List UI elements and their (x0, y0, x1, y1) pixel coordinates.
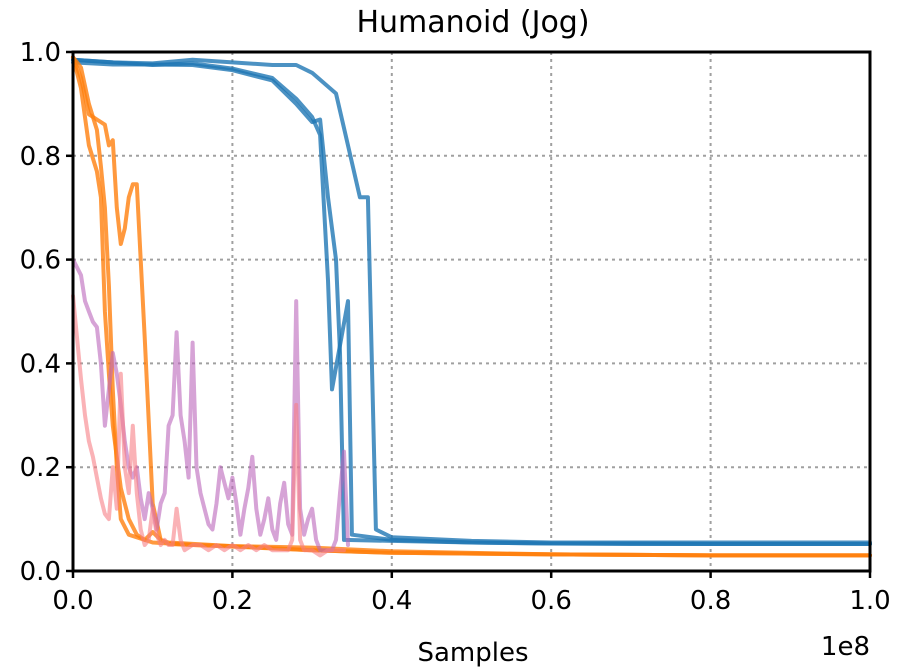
y-tick-label: 0.4 (20, 349, 61, 379)
series-line-2 (71, 60, 872, 546)
x-tick-label: 0.4 (371, 586, 412, 616)
x-tick-label: 0.0 (52, 586, 93, 616)
x-axis-offset-label: 1e8 (821, 632, 870, 662)
series-line-3 (71, 57, 872, 546)
y-tick-label: 0.0 (20, 557, 61, 587)
x-axis-label: Samples (417, 638, 528, 668)
y-tick-label: 0.8 (20, 142, 61, 172)
axis-ticks: 0.0 0.2 0.4 0.6 0.8 1.0 0.0 0.2 0.4 0.6 0.8 1.0 (20, 38, 891, 616)
x-tick-label: 0.8 (690, 586, 731, 616)
y-tick-label: 0.6 (20, 246, 61, 276)
x-tick-label: 0.2 (212, 586, 253, 616)
y-tick-label: 1.0 (20, 38, 61, 68)
series-line-1 (71, 57, 872, 545)
chart-title: Humanoid (Jog) (356, 5, 589, 40)
x-tick-label: 1.0 (849, 586, 890, 616)
x-tick-label: 0.6 (531, 586, 572, 616)
plot-frame (71, 50, 872, 573)
series-line-6 (71, 55, 872, 558)
series-layer (71, 55, 872, 558)
grid (73, 52, 870, 571)
series-line-8 (71, 293, 346, 558)
series-line-5 (71, 55, 872, 558)
y-tick-label: 0.2 (20, 453, 61, 483)
series-line-4 (71, 55, 872, 558)
